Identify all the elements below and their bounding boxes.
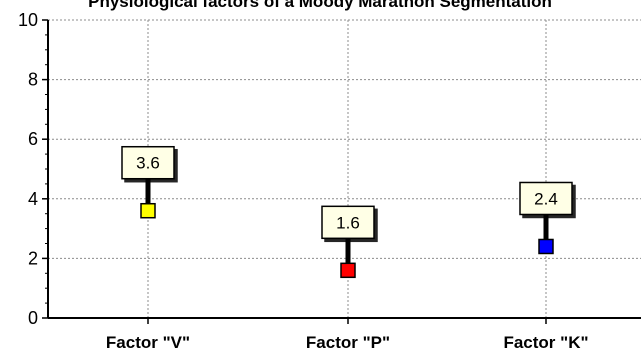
- data-points: 3.6 1.6 2.4: [121, 145, 573, 279]
- x-tick-label: Factor "K": [503, 333, 588, 352]
- chart-title: Physiological factors of a Moody Maratho…: [88, 0, 552, 11]
- x-tick-label: Factor "P": [306, 333, 390, 352]
- x-tick-label: Factor "V": [106, 333, 190, 352]
- data-point: [140, 202, 156, 219]
- data-point: [538, 238, 554, 255]
- y-tick-label: 0: [28, 308, 38, 328]
- y-axis-ticks: 0 2 4 6 8 10: [18, 10, 48, 328]
- data-label: 2.4: [534, 189, 558, 208]
- data-label: 3.6: [136, 154, 160, 173]
- data-label-box: [121, 145, 175, 180]
- y-tick-label: 2: [28, 248, 38, 268]
- data-label-box: [519, 181, 573, 216]
- x-axis-ticks: Factor "V" Factor "P" Factor "K": [106, 318, 589, 352]
- y-tick-label: 10: [18, 10, 38, 30]
- y-tick-label: 6: [28, 129, 38, 149]
- data-label: 1.6: [336, 213, 360, 232]
- data-point: [340, 262, 356, 279]
- data-label-box: [321, 205, 375, 240]
- y-tick-label: 8: [28, 70, 38, 90]
- y-tick-label: 4: [28, 189, 38, 209]
